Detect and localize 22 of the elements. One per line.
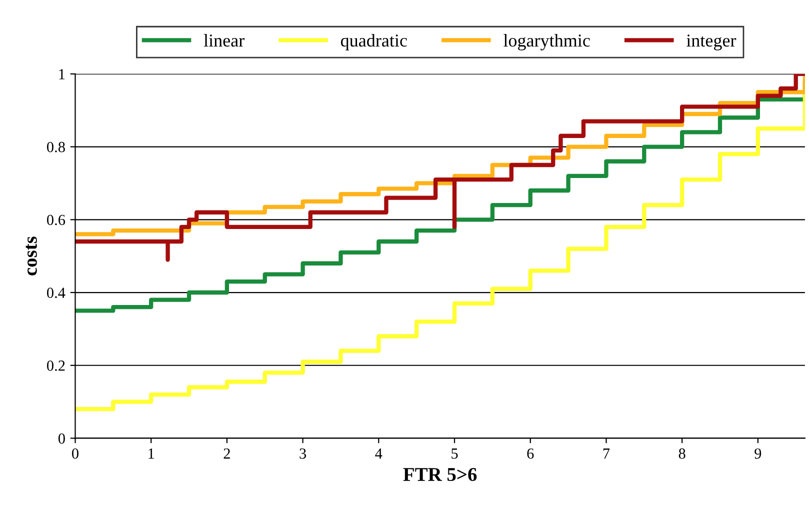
y-tick-label: 0.2: [47, 360, 65, 371]
x-tick-label: 5: [452, 448, 458, 459]
x-tick-label: 8: [678, 448, 686, 459]
legend-label: linear: [204, 34, 244, 47]
y-axis-title: costs: [26, 236, 37, 276]
legend-label: integer: [686, 34, 736, 50]
x-tick-label: 9: [754, 448, 762, 459]
legend-label: quadratic: [340, 34, 407, 50]
x-axis-title: FTR 5>6: [403, 468, 477, 482]
y-tick-label: 0.4: [47, 288, 66, 298]
x-tick-label: 4: [375, 448, 382, 459]
x-tick-label: 1: [148, 448, 154, 459]
x-tick-label: 6: [527, 448, 534, 459]
x-tick-label: 0: [72, 448, 78, 459]
y-tick-label: 0.8: [47, 142, 65, 152]
x-tick-label: 7: [603, 448, 610, 459]
x-tick-label: 2: [224, 448, 230, 459]
x-tick-label: 3: [300, 448, 306, 459]
y-tick-label: 0.6: [47, 214, 66, 226]
legend-label: logarythmic: [504, 34, 590, 50]
y-tick-label: 0: [58, 433, 65, 444]
y-tick-label: 1: [59, 69, 65, 80]
